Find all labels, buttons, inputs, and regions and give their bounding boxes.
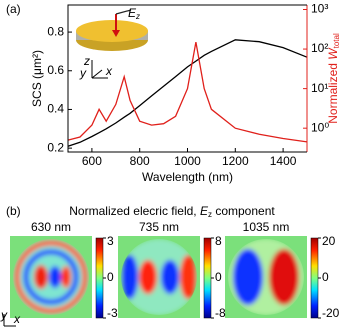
map-axis: y bbox=[0, 308, 8, 322]
inset-label: Ez bbox=[128, 6, 140, 21]
series-line bbox=[67, 41, 308, 143]
inset: Ez z y x bbox=[76, 6, 148, 80]
inset-axis: z bbox=[83, 54, 90, 68]
y-tick-label: 0.8 bbox=[47, 24, 64, 38]
colorbar bbox=[310, 237, 319, 319]
y2-tick-label: 10² bbox=[311, 41, 328, 55]
field-map-image: y x bbox=[0, 236, 307, 327]
colorbar-tick-label: 20 bbox=[322, 234, 336, 248]
inset-axis: x bbox=[105, 64, 113, 78]
colorbar bbox=[95, 237, 104, 319]
y-tick-label: 0.4 bbox=[47, 102, 64, 116]
colorbar bbox=[203, 237, 212, 319]
y2-axis-label-part: W bbox=[326, 47, 340, 60]
colorbar-tick-label: -3 bbox=[107, 306, 118, 320]
colorbar-tick-label: -8 bbox=[215, 306, 226, 320]
colorbar-tick-label: 3 bbox=[107, 234, 114, 248]
x-tick-label: 1400 bbox=[270, 154, 297, 168]
y-axis-label: SCS (μm²) bbox=[30, 50, 44, 107]
colorbar-tick-label: 0 bbox=[107, 270, 114, 284]
x-tick-label: 1200 bbox=[222, 154, 249, 168]
x-tick-label: 800 bbox=[130, 154, 150, 168]
y-tick-label: 0.6 bbox=[47, 63, 64, 77]
axes bbox=[67, 4, 307, 153]
map-title: 735 nm bbox=[139, 220, 179, 234]
y2-axis-label: Normalized Wtotal bbox=[326, 33, 341, 124]
y-tick-label: 0.2 bbox=[47, 140, 64, 154]
y2-tick-label: 10¹ bbox=[311, 81, 328, 95]
inset-axis: y bbox=[79, 66, 87, 80]
map-title: 1035 nm bbox=[243, 220, 290, 234]
y2-axis-label-part: total bbox=[332, 33, 341, 48]
panel-label: (b) bbox=[6, 204, 21, 218]
x-tick-label: 1000 bbox=[174, 154, 201, 168]
x-axis-label: Wavelength (nm) bbox=[142, 170, 233, 184]
colorbar-tick-label: 0 bbox=[215, 270, 222, 284]
colorbar-tick-label: 8 bbox=[215, 234, 222, 248]
map-title: 630 nm bbox=[31, 220, 71, 234]
y2-tick-label: 10⁰ bbox=[311, 120, 329, 134]
series-line bbox=[67, 39, 308, 147]
y2-tick-label: 10³ bbox=[311, 2, 328, 16]
colorbar-tick-label: 0 bbox=[322, 270, 329, 284]
y2-axis-label-part: Normalized bbox=[326, 60, 340, 124]
map-axis: x bbox=[13, 312, 21, 326]
colorbar-tick-label: -20 bbox=[322, 306, 340, 320]
x-tick-label: 600 bbox=[82, 154, 102, 168]
panel-title: Normalized elecric field, Ez component bbox=[69, 204, 275, 219]
panel-label: (a) bbox=[6, 2, 21, 16]
